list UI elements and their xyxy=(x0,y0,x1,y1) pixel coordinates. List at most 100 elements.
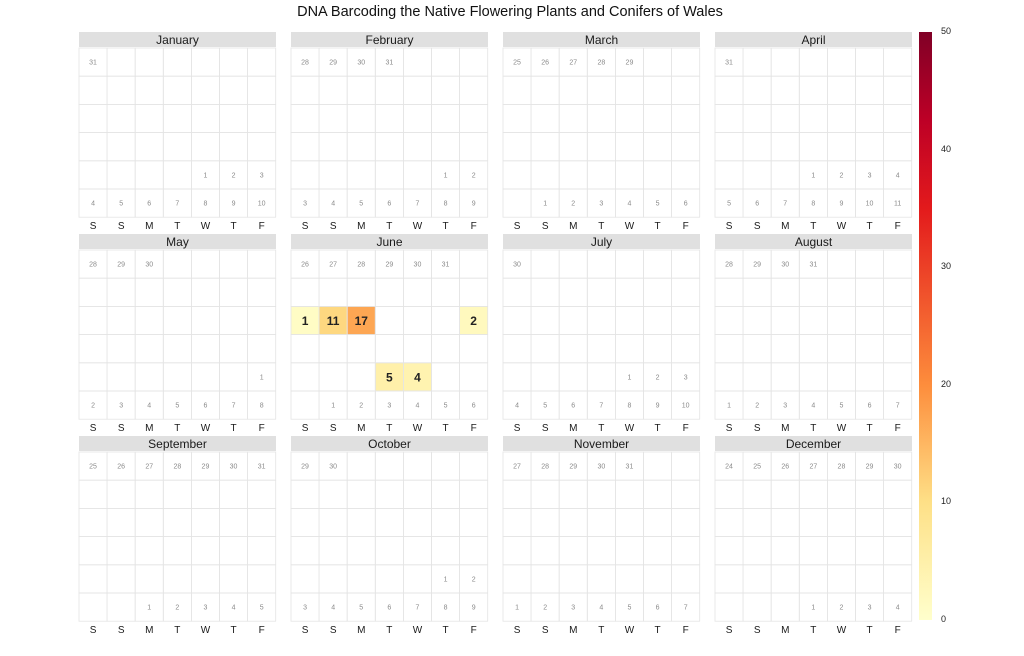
grid-cell xyxy=(459,507,489,537)
grid-cell xyxy=(346,536,376,566)
grid-cell xyxy=(827,536,856,566)
grid-cell xyxy=(883,362,913,392)
date-number: 5 xyxy=(359,201,363,208)
date-number: 8 xyxy=(444,605,448,612)
heat-cell xyxy=(403,362,432,391)
grid-cell xyxy=(346,334,376,364)
grid-cell xyxy=(742,305,772,335)
grid-cell xyxy=(558,104,588,134)
grid-cell xyxy=(190,507,220,537)
date-number: 2 xyxy=(571,201,575,208)
date-number: 25 xyxy=(513,60,521,67)
grid-cell xyxy=(714,104,744,134)
grid-cell xyxy=(162,75,192,105)
month-strip xyxy=(503,436,700,451)
grid-cell xyxy=(219,75,249,105)
grid-cell xyxy=(855,249,885,279)
grid-cell xyxy=(106,160,136,190)
grid-cell xyxy=(431,451,461,481)
grid-cell xyxy=(190,564,220,594)
grid-cell xyxy=(615,305,644,335)
date-number: 3 xyxy=(868,605,872,612)
grid-cell xyxy=(827,305,856,335)
grid-cell xyxy=(190,47,220,77)
grid-cell xyxy=(162,334,192,364)
grid-cell xyxy=(671,390,701,420)
weekday-label: M xyxy=(145,625,153,636)
grid-cell xyxy=(346,132,376,162)
weekday-label: W xyxy=(413,221,423,232)
date-number: 4 xyxy=(811,403,815,410)
grid-cell xyxy=(134,507,164,537)
grid-cell xyxy=(530,362,560,392)
weekday-label: S xyxy=(514,423,521,434)
grid-cell xyxy=(558,507,588,537)
grid-cell xyxy=(586,305,616,335)
date-number: 1 xyxy=(811,605,815,612)
date-number: 31 xyxy=(725,60,733,67)
date-number: 1 xyxy=(444,172,448,179)
date-number: 1 xyxy=(727,403,731,410)
grid-cell xyxy=(671,104,701,134)
weekday-label: F xyxy=(471,625,477,636)
grid-cell xyxy=(106,104,136,134)
heat-cell xyxy=(319,306,348,335)
grid-cell xyxy=(106,75,136,105)
grid-cell xyxy=(671,479,701,509)
grid-cell xyxy=(827,334,856,364)
grid-cell xyxy=(770,334,800,364)
weekday-label: T xyxy=(654,423,660,434)
date-number: 6 xyxy=(656,605,660,612)
grid-cell xyxy=(106,132,136,162)
grid-cell xyxy=(530,305,560,335)
grid-cell xyxy=(134,564,164,594)
grid-cell xyxy=(162,160,192,190)
grid-cell xyxy=(530,507,560,537)
grid-cell xyxy=(402,507,432,537)
grid-cell xyxy=(558,479,588,509)
month-label: October xyxy=(368,437,411,451)
weekday-label: W xyxy=(413,423,423,434)
grid-cell xyxy=(530,564,560,594)
chart-title: DNA Barcoding the Native Flowering Plant… xyxy=(297,4,723,20)
date-number: 25 xyxy=(753,464,761,471)
grid-cell xyxy=(643,104,673,134)
date-number: 30 xyxy=(894,464,902,471)
grid-cell xyxy=(459,104,489,134)
month-label: July xyxy=(591,235,612,249)
grid-cell xyxy=(883,536,913,566)
grid-cell xyxy=(190,104,220,134)
grid-cell xyxy=(247,47,277,77)
weekday-label: S xyxy=(754,625,761,636)
grid-cell xyxy=(162,132,192,162)
grid-cell xyxy=(742,75,772,105)
grid-cell xyxy=(219,249,249,279)
grid-cell xyxy=(883,104,913,134)
weekday-label: T xyxy=(442,221,448,232)
grid-cell xyxy=(742,334,772,364)
grid-cell xyxy=(134,277,164,307)
date-number: 8 xyxy=(627,403,631,410)
grid-cell xyxy=(586,362,616,392)
weekday-label: T xyxy=(810,221,816,232)
grid-cell xyxy=(78,536,108,566)
grid-cell xyxy=(530,160,560,190)
date-number: 26 xyxy=(117,464,125,471)
grid-cell xyxy=(643,334,673,364)
grid-cell xyxy=(374,160,404,190)
month-strip xyxy=(79,32,276,47)
grid-cell xyxy=(162,536,192,566)
grid-cell xyxy=(770,305,800,335)
weekday-label: M xyxy=(569,625,577,636)
weekday-label: F xyxy=(471,423,477,434)
weekday-label: W xyxy=(837,625,847,636)
grid-cell xyxy=(643,479,673,509)
date-number: 5 xyxy=(656,201,660,208)
weekday-label: S xyxy=(754,423,761,434)
grid-cell xyxy=(855,104,885,134)
date-number: 9 xyxy=(656,403,660,410)
weekday-label: T xyxy=(810,423,816,434)
grid-cell xyxy=(586,334,616,364)
grid-cell xyxy=(742,479,772,509)
date-number: 1 xyxy=(627,374,631,381)
